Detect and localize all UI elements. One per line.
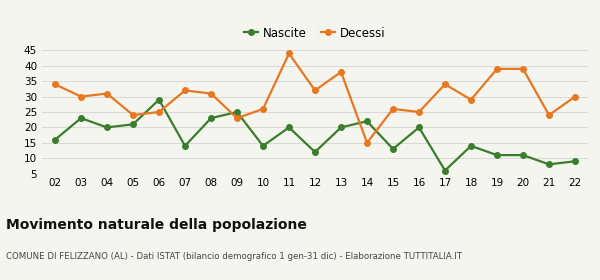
Nascite (337, 126, 344, 129)
Line: Decessi: Decessi (52, 51, 578, 146)
Decessi (467, 98, 475, 101)
Nascite (311, 150, 319, 154)
Decessi (389, 107, 397, 111)
Nascite (442, 169, 449, 172)
Decessi (259, 107, 266, 111)
Nascite (155, 98, 163, 101)
Nascite (286, 126, 293, 129)
Nascite (208, 116, 215, 120)
Decessi (130, 113, 137, 117)
Nascite (545, 163, 553, 166)
Nascite (233, 110, 241, 114)
Nascite (571, 160, 578, 163)
Decessi (77, 95, 85, 98)
Decessi (545, 113, 553, 117)
Nascite (520, 153, 527, 157)
Decessi (208, 92, 215, 95)
Nascite (259, 144, 266, 148)
Nascite (103, 126, 110, 129)
Nascite (181, 144, 188, 148)
Decessi (286, 52, 293, 55)
Decessi (103, 92, 110, 95)
Legend: Nascite, Decessi: Nascite, Decessi (239, 22, 391, 44)
Decessi (493, 67, 500, 71)
Nascite (52, 138, 59, 141)
Decessi (520, 67, 527, 71)
Decessi (442, 83, 449, 86)
Nascite (415, 126, 422, 129)
Decessi (311, 89, 319, 92)
Line: Nascite: Nascite (52, 97, 578, 173)
Decessi (364, 141, 371, 144)
Decessi (181, 89, 188, 92)
Nascite (389, 147, 397, 151)
Decessi (571, 95, 578, 98)
Decessi (415, 110, 422, 114)
Nascite (130, 123, 137, 126)
Decessi (155, 110, 163, 114)
Nascite (493, 153, 500, 157)
Decessi (337, 70, 344, 74)
Decessi (52, 83, 59, 86)
Nascite (467, 144, 475, 148)
Text: COMUNE DI FELIZZANO (AL) - Dati ISTAT (bilancio demografico 1 gen-31 dic) - Elab: COMUNE DI FELIZZANO (AL) - Dati ISTAT (b… (6, 252, 462, 261)
Decessi (233, 116, 241, 120)
Nascite (364, 120, 371, 123)
Text: Movimento naturale della popolazione: Movimento naturale della popolazione (6, 218, 307, 232)
Nascite (77, 116, 85, 120)
